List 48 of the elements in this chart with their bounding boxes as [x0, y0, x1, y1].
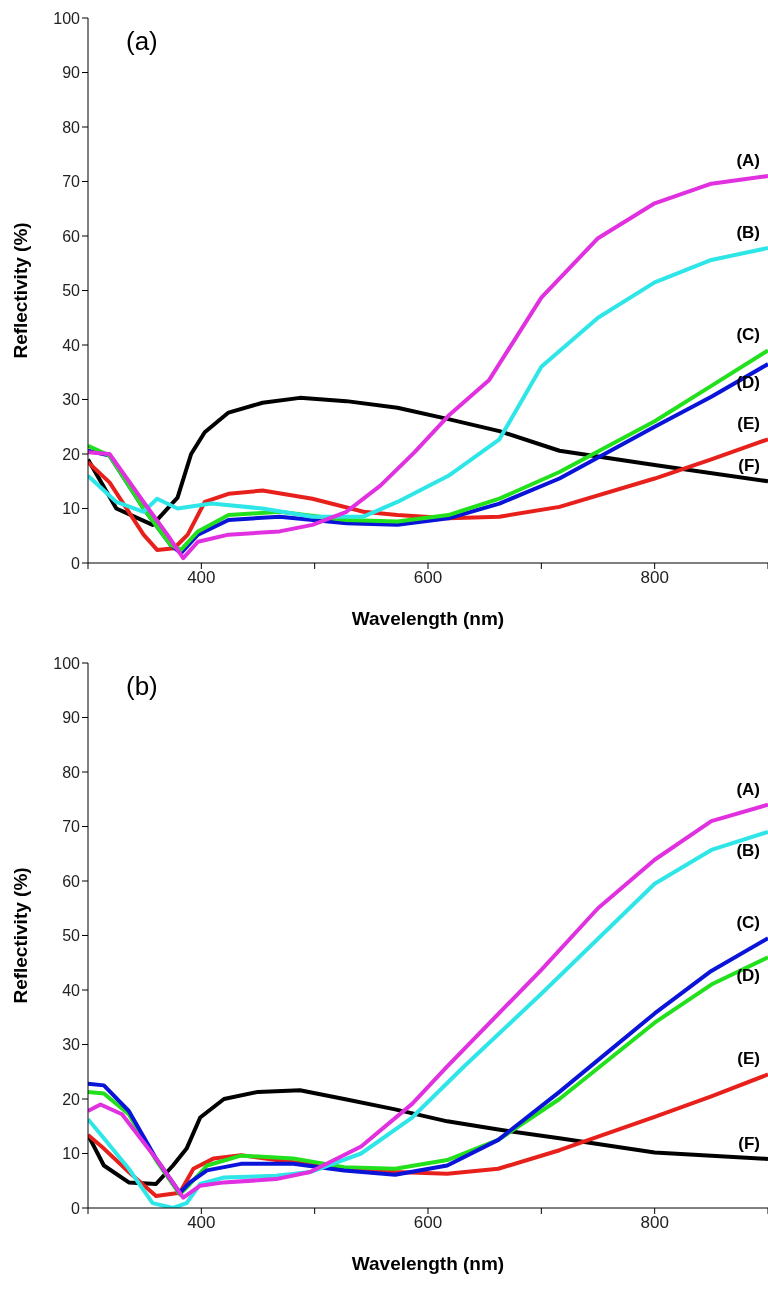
series-label: (E) — [737, 414, 760, 434]
y-tick-label: 70 — [62, 173, 81, 191]
y-tick-label: 90 — [62, 709, 81, 727]
chart-title: (b) — [126, 671, 158, 702]
x-tick-label: 800 — [640, 568, 669, 588]
series-label: (F) — [738, 1133, 760, 1153]
x-axis-title: Wavelength (nm) — [351, 1253, 505, 1274]
y-tick-label: 20 — [62, 445, 81, 463]
y-tick-label: 50 — [62, 282, 81, 300]
series-label: (F) — [738, 456, 760, 476]
y-axis-title: Reflectivity (%) — [9, 222, 31, 359]
series-label: (E) — [737, 1049, 760, 1069]
series-label: (C) — [736, 913, 760, 933]
y-tick-label: 30 — [62, 391, 81, 409]
y-tick-label: 50 — [62, 927, 81, 945]
series-label: (C) — [736, 325, 760, 345]
chart-title: (a) — [126, 26, 158, 57]
line-series — [88, 437, 768, 552]
series-label: (B) — [736, 840, 760, 860]
x-tick-label: 600 — [413, 1213, 443, 1233]
x-tick-label: 600 — [413, 568, 443, 588]
x-tick-label: 800 — [640, 1213, 669, 1233]
y-tick-label: 40 — [62, 981, 81, 999]
series-label: (A) — [736, 779, 760, 799]
y-tick-label: 100 — [53, 9, 81, 27]
y-tick-label: 10 — [62, 1145, 81, 1163]
y-tick-label: 0 — [71, 554, 81, 572]
y-tick-label: 0 — [71, 1199, 81, 1217]
y-tick-label: 80 — [62, 118, 81, 136]
series-label: (B) — [736, 222, 760, 242]
y-tick-label: 70 — [62, 818, 81, 836]
y-tick-label: 100 — [53, 654, 81, 672]
y-tick-label: 90 — [62, 64, 81, 82]
y-axis-title: Reflectivity (%) — [9, 867, 31, 1004]
y-tick-label: 80 — [62, 763, 81, 781]
series-label: (D) — [736, 966, 760, 986]
series-label: (D) — [736, 373, 760, 393]
y-tick-label: 40 — [62, 336, 81, 354]
y-tick-label: 10 — [62, 500, 81, 518]
line-series — [88, 245, 768, 519]
x-tick-label: 400 — [187, 1213, 216, 1233]
series-label: (A) — [736, 151, 760, 171]
x-axis-title: Wavelength (nm) — [351, 608, 505, 629]
y-tick-label: 30 — [62, 1036, 81, 1054]
y-tick-label: 20 — [62, 1090, 81, 1108]
y-tick-label: 60 — [62, 872, 81, 890]
y-tick-label: 60 — [62, 227, 81, 245]
x-tick-label: 400 — [187, 568, 216, 588]
